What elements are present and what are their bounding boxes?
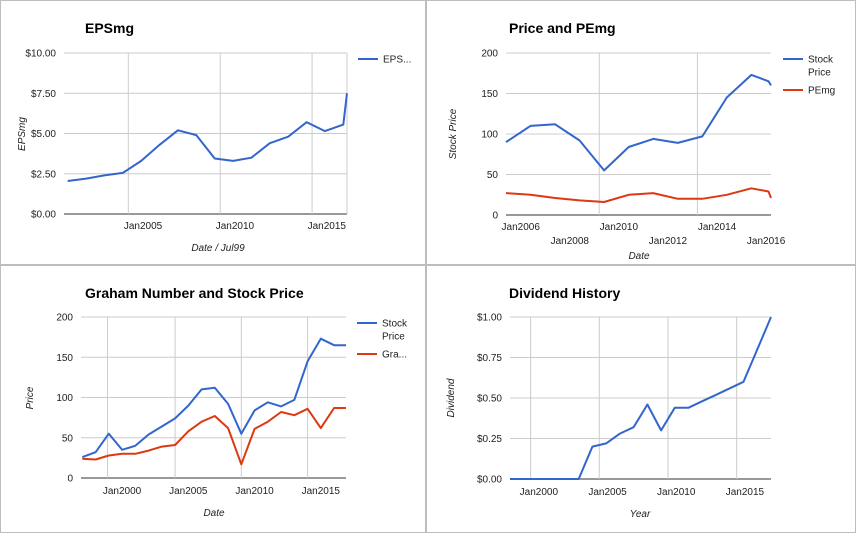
y-tick-label: $0.75: [477, 353, 502, 364]
y-tick-label: 100: [56, 393, 73, 404]
y-axis-title: Stock Price: [448, 108, 459, 159]
x-tick-label: Jan2010: [216, 221, 255, 232]
y-tick-label: 100: [481, 130, 498, 141]
x-tick-label: Jan2010: [600, 222, 639, 233]
y-tick-label: 0: [67, 474, 73, 485]
x-axis-title: Date / Jul99: [191, 243, 245, 254]
series-line-1: [67, 93, 348, 182]
legend-label: Gra...: [382, 350, 407, 361]
y-tick-label: 0: [492, 211, 498, 222]
series-line-1: [81, 337, 346, 459]
y-axis-title: Dividend: [446, 378, 457, 417]
legend-label: Stock Price: [382, 319, 408, 343]
y-tick-label: 150: [56, 353, 73, 364]
y-tick-label: $10.00: [25, 49, 56, 60]
y-tick-label: $1.00: [477, 313, 502, 324]
y-axis-title: Price: [25, 386, 36, 409]
series-line-2: [82, 407, 346, 466]
y-tick-label: 150: [481, 89, 498, 100]
y-tick-label: $7.50: [31, 89, 56, 100]
x-tick-label: Jan2006: [502, 222, 541, 233]
x-tick-label: Jan2012: [649, 236, 688, 247]
y-tick-label: $5.00: [31, 129, 56, 140]
y-tick-label: $2.50: [31, 169, 56, 180]
x-tick-label: Jan2008: [551, 236, 590, 247]
chart-panel-price-pemg: Price and PEmg 0 50 100 150 200 Jan2006 Jan2008…: [426, 0, 856, 265]
x-tick-label: Jan2005: [124, 221, 163, 232]
chart-panel-graham: Graham Number and Stock Price 0 50 100 150 20…: [0, 265, 426, 533]
y-tick-label: 50: [487, 170, 499, 181]
y-tick-label: $0.00: [477, 475, 502, 486]
y-tick-label: $0.00: [31, 210, 56, 221]
y-tick-label: 200: [481, 49, 498, 60]
y-tick-label: 50: [62, 433, 74, 444]
chart-title: Dividend History: [509, 285, 620, 301]
x-axis-title: Date: [203, 508, 225, 519]
chart-panel-dividend: Dividend History $0.00 $0.25 $0.50 $0.75 $1.0…: [426, 265, 856, 533]
x-tick-label: Jan2000: [103, 486, 142, 497]
chart-svg-price-pemg: Price and PEmg 0 50 100 150 200 Jan2006 Jan2008…: [448, 20, 835, 262]
y-axis-title: EPSmg: [17, 117, 28, 151]
y-tick-label: 200: [56, 313, 73, 324]
legend-label: EPS...: [383, 55, 411, 66]
chart-panel-epsmg: EPSmg $0.00 $2.50 $5.00 $7.50 $10.00 Jan2005 Ja…: [0, 0, 426, 265]
x-tick-label: Jan2015: [726, 487, 765, 498]
x-tick-label: Jan2005: [169, 486, 208, 497]
series-line-1: [510, 316, 772, 480]
chart-svg-dividend: Dividend History $0.00 $0.25 $0.50 $0.75 $1.0…: [446, 285, 772, 520]
x-tick-label: Jan2015: [302, 486, 341, 497]
x-tick-label: Jan2000: [520, 487, 559, 498]
y-tick-label: $0.50: [477, 394, 502, 405]
x-axis-title: Date: [628, 251, 650, 262]
series-line-2: [505, 187, 772, 203]
legend-label: Stock Price: [808, 55, 834, 79]
chart-title: Graham Number and Stock Price: [85, 285, 304, 301]
chart-svg-epsmg: EPSmg $0.00 $2.50 $5.00 $7.50 $10.00 Jan2005 Ja…: [17, 20, 411, 254]
x-axis-title: Year: [630, 509, 651, 520]
chart-title: Price and PEmg: [509, 20, 616, 36]
series-line-1: [505, 73, 772, 172]
chart-title: EPSmg: [85, 20, 134, 36]
x-tick-label: Jan2015: [308, 221, 347, 232]
x-tick-label: Jan2016: [747, 236, 786, 247]
chart-svg-graham: Graham Number and Stock Price 0 50 100 150 20…: [25, 285, 408, 519]
y-tick-label: $0.25: [477, 434, 502, 445]
x-tick-label: Jan2005: [588, 487, 627, 498]
legend-label: PEmg: [808, 86, 835, 97]
x-tick-label: Jan2010: [657, 487, 696, 498]
x-tick-label: Jan2010: [235, 486, 274, 497]
x-tick-label: Jan2014: [698, 222, 737, 233]
